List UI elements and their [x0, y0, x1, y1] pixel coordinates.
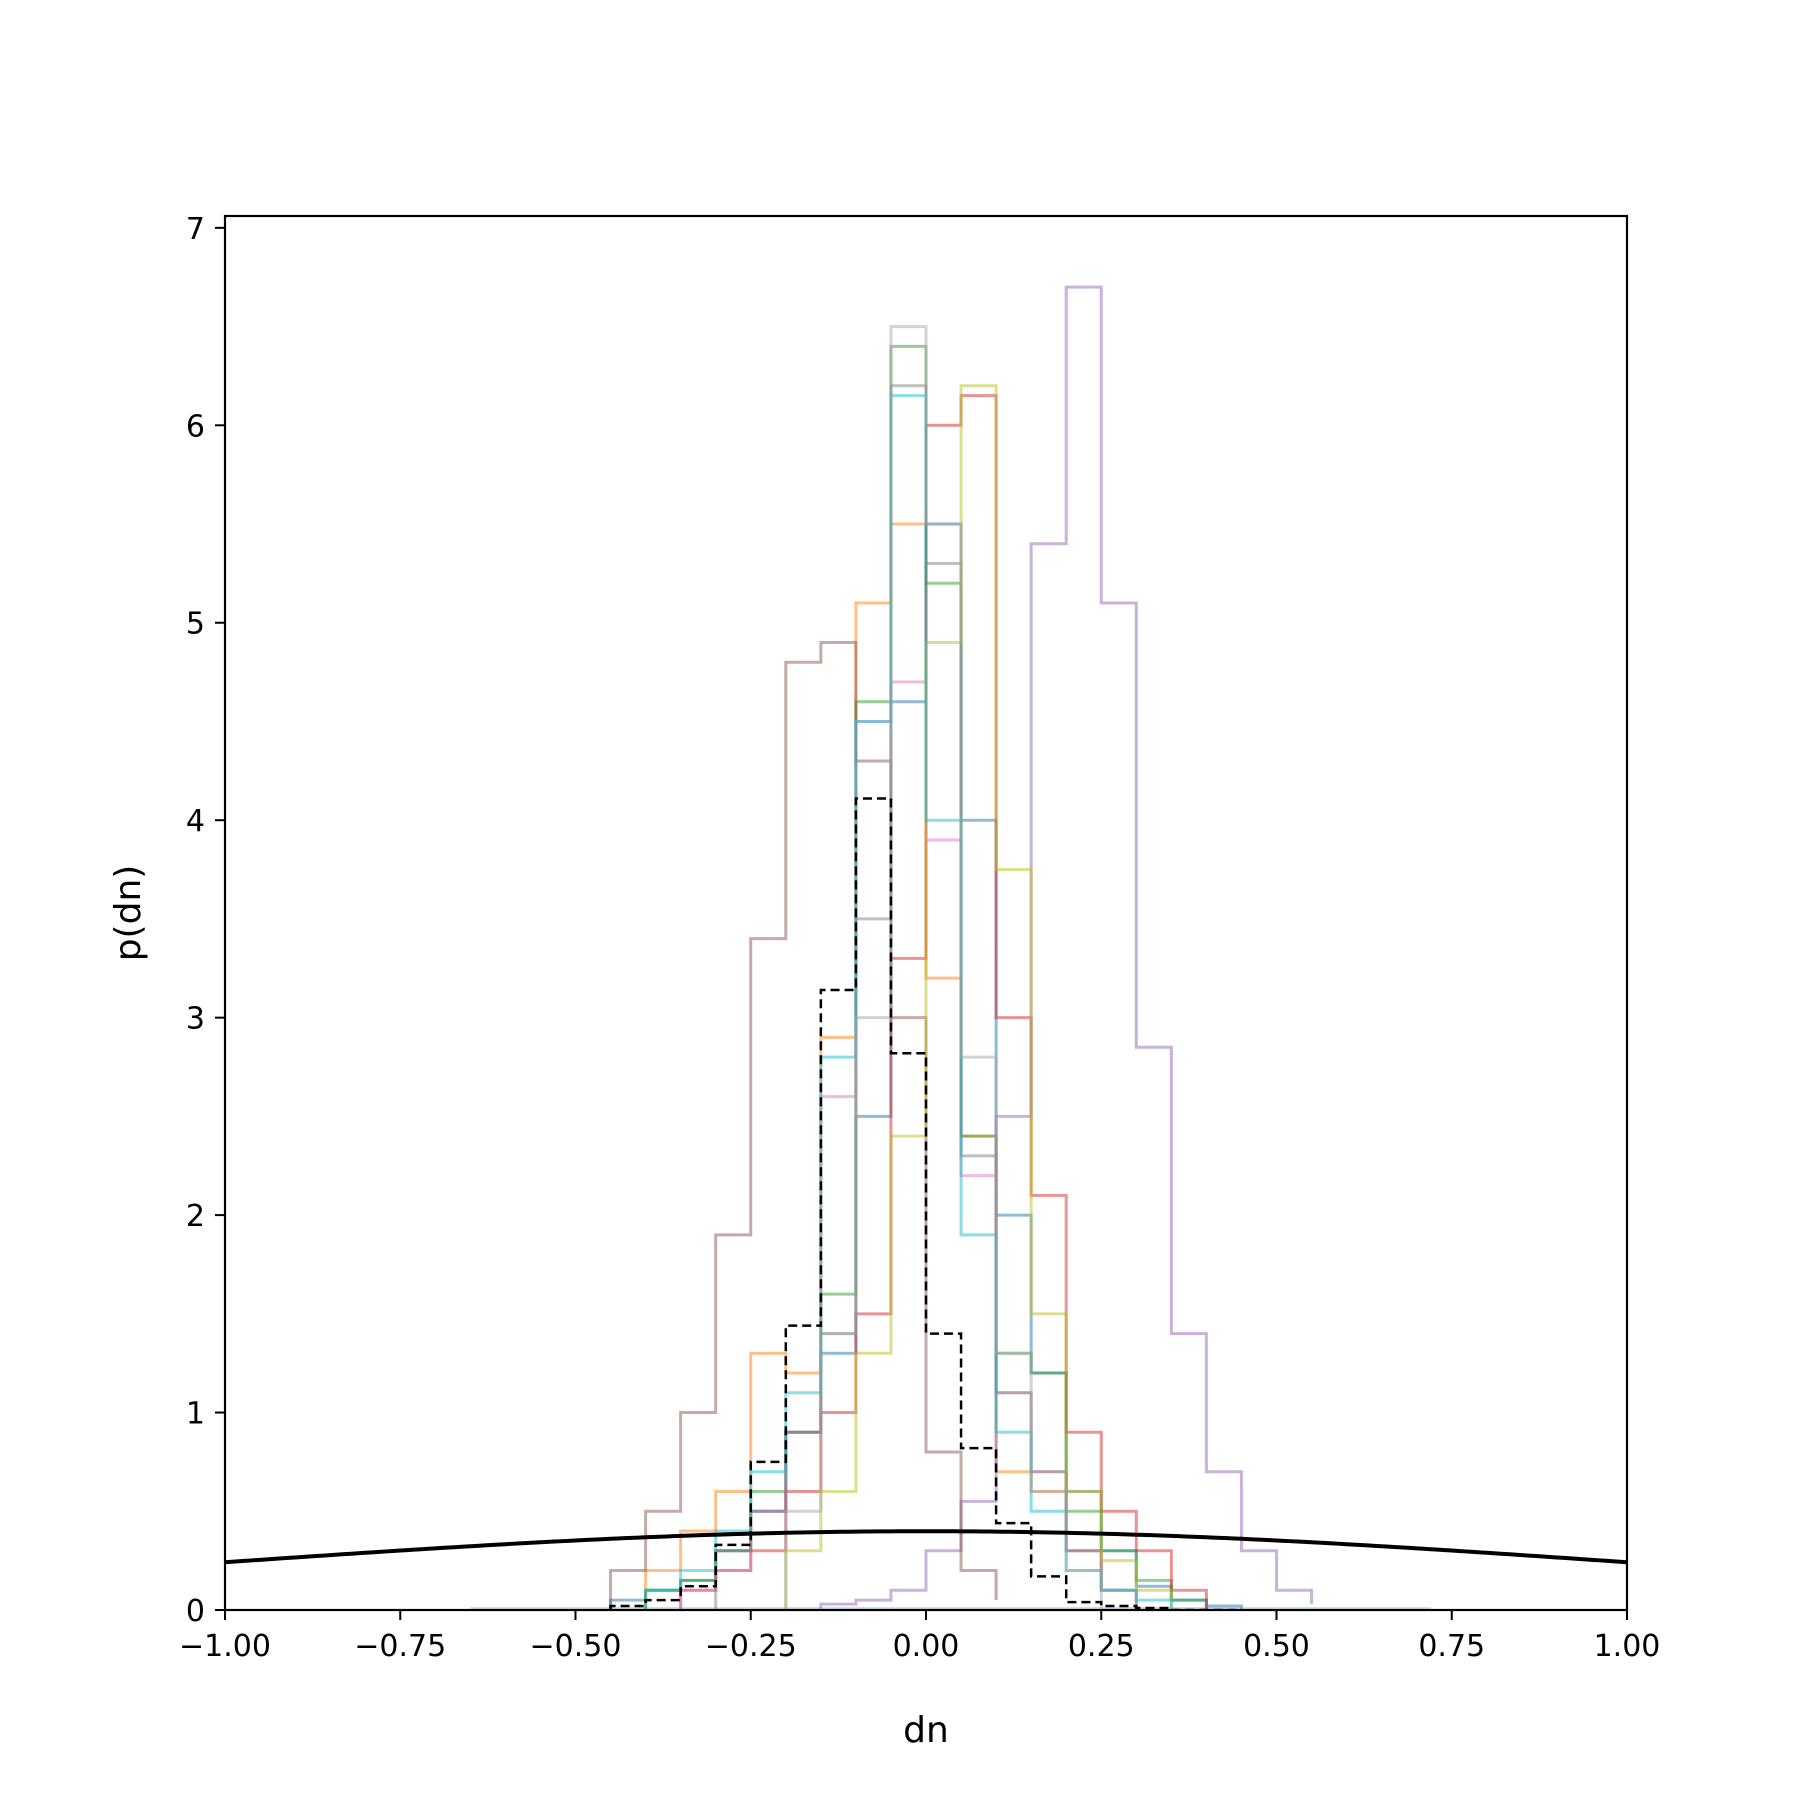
y-tick-label: 6: [186, 409, 205, 444]
combined-histogram: [609, 797, 1242, 1610]
histogram-series-11: [784, 325, 1103, 1610]
y-tick-label: 5: [186, 607, 205, 642]
plot-area: [225, 285, 1627, 1610]
x-tick-label: −0.75: [354, 1629, 446, 1664]
y-axis-label: p(dn): [108, 865, 149, 962]
prior-curve: [225, 1529, 1627, 1565]
y-tick-label: 0: [186, 1594, 205, 1629]
x-tick-label: −0.25: [705, 1629, 797, 1664]
histogram-series-5: [819, 285, 1314, 1610]
x-tick-label: −1.00: [179, 1629, 271, 1664]
x-tick-label: 0.75: [1418, 1629, 1485, 1664]
histogram-series-4: [679, 394, 1208, 1610]
y-tick-label: 2: [186, 1199, 205, 1234]
y-tick-label: 1: [186, 1397, 205, 1432]
axes: −1.00 −0.75 −0.50 −0.25 0.00 0.25 0.50 0.75 1.00…: [179, 212, 1660, 1664]
x-tick-label: −0.50: [530, 1629, 622, 1664]
x-tick-label: 0.00: [893, 1629, 960, 1664]
x-tick-label: 0.25: [1068, 1629, 1135, 1664]
y-tick-label: 3: [186, 1002, 205, 1037]
x-tick-label: 1.00: [1594, 1629, 1661, 1664]
histogram-series-6: [609, 640, 998, 1610]
x-tick-label: 0.50: [1243, 1629, 1310, 1664]
histogram-series-9: [784, 384, 1173, 1610]
y-tick-label: 7: [186, 212, 205, 247]
x-axis-label: dn: [903, 1710, 949, 1751]
y-tick-label: 4: [186, 804, 205, 839]
